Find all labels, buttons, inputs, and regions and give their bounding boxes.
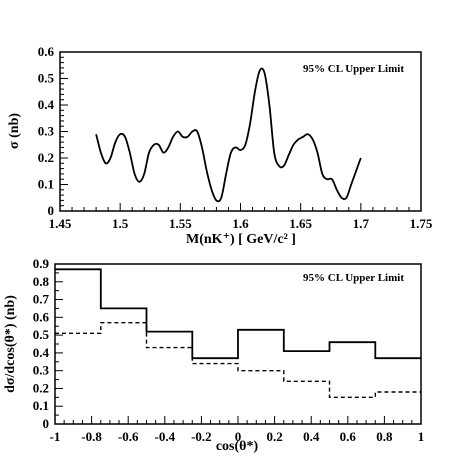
bottom-x-tick-label: 0.8: [376, 429, 393, 444]
bottom-x-tick-label: -0.8: [81, 429, 102, 444]
top-x-tick-label: 1.45: [49, 216, 72, 231]
top-chart: 1.45 1.5 1.55 1.6 1.65 1.7 1.75 00.10.20.30.40…: [7, 44, 433, 247]
bottom-annotation: 95% CL Upper Limit: [303, 272, 404, 284]
bottom-x-tick-label: 0.6: [340, 429, 357, 444]
bottom-x-tick-label: 0.2: [266, 429, 282, 444]
top-annotation: 95% CL Upper Limit: [303, 63, 404, 75]
top-plot-frame: [59, 51, 422, 212]
top-x-tick-label: 1.55: [169, 216, 192, 231]
top-x-tick-label: 1.6: [232, 216, 249, 231]
top-limit-curve: [95, 67, 362, 203]
bottom-x-tick-label: 1: [418, 429, 425, 444]
top-x-tick-label: 1.75: [410, 216, 433, 231]
bottom-y-axis-label: dσ/dcos(θ*) (nb): [3, 295, 18, 393]
top-x-axis-label: M(nK⁺) [ GeV/c² ]: [186, 232, 296, 247]
bottom-y-tick-label: 0.8: [33, 274, 50, 289]
bottom-y-tick-labels: 0 0.1 0.2 0.3 0.4 0.5 0.6 0.7 0.8 0.9: [33, 256, 50, 431]
bottom-y-tick-label: 0.7: [33, 292, 50, 307]
top-y-tick-label: 0.5: [38, 71, 55, 86]
bottom-dashed-histogram: [55, 322, 421, 398]
bottom-y-tick-label: 0.5: [33, 327, 50, 342]
bottom-y-tick-label: 0.2: [33, 380, 49, 395]
bottom-ticks: [54, 263, 422, 425]
bottom-x-tick-label: -0.6: [118, 429, 139, 444]
top-y-tick-label: 0.6: [38, 44, 55, 59]
top-y-tick-label: 0.3: [38, 124, 55, 139]
top-ticks: [59, 51, 422, 212]
bottom-chart: -1 -0.8 -0.6 -0.4 -0.2 0 0.2 0.4 0.6 0.8 1 0 0.1 0.2…: [3, 256, 424, 454]
top-x-tick-label: 1.5: [112, 216, 129, 231]
bottom-y-tick-label: 0.4: [33, 345, 50, 360]
top-x-tick-label: 1.65: [289, 216, 312, 231]
top-y-tick-labels: 0 0.1 0.2 0.3 0.4 0.5 0.6: [38, 44, 55, 218]
bottom-x-tick-label: 0: [235, 429, 242, 444]
bottom-y-tick-label: 0.9: [33, 256, 50, 271]
top-y-tick-label: 0.2: [38, 150, 54, 165]
bottom-x-axis-label: cos(θ*): [216, 439, 259, 454]
bottom-x-tick-label: -1: [50, 429, 61, 444]
top-y-tick-label: 0.4: [38, 97, 55, 112]
top-y-axis-label: σ (nb): [7, 113, 22, 149]
bottom-solid-histogram: [55, 268, 421, 360]
bottom-x-tick-labels: -1 -0.8 -0.6 -0.4 -0.2 0 0.2 0.4 0.6 0.8 1: [50, 429, 425, 444]
bottom-x-tick-label: -0.4: [155, 429, 176, 444]
bottom-y-tick-label: 0.3: [33, 363, 50, 378]
bottom-x-tick-label: 0.4: [303, 429, 320, 444]
bottom-y-tick-label: 0.6: [33, 309, 50, 324]
top-y-tick-label: 0.1: [38, 177, 54, 192]
top-y-tick-label: 0: [48, 203, 55, 218]
bottom-x-tick-label: -0.2: [191, 429, 212, 444]
bottom-y-tick-label: 0.1: [33, 398, 49, 413]
top-x-tick-labels: 1.45 1.5 1.55 1.6 1.65 1.7 1.75: [49, 216, 433, 231]
bottom-y-tick-label: 0: [43, 416, 50, 431]
top-x-tick-label: 1.7: [353, 216, 370, 231]
